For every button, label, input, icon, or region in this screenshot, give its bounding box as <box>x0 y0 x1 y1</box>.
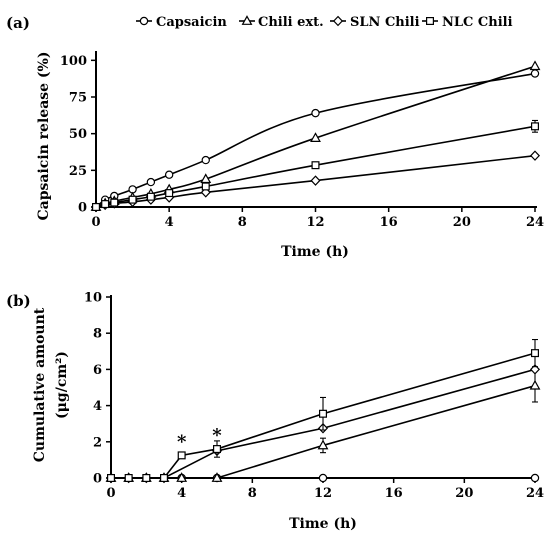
x-tick-label: 0 <box>106 486 115 501</box>
x-tick-label: 0 <box>91 215 100 230</box>
data-point <box>319 409 328 418</box>
x-tick-label: 8 <box>238 215 247 230</box>
legend-marker <box>332 15 344 27</box>
legend-marker <box>426 17 435 26</box>
data-point <box>146 177 156 187</box>
series-line <box>95 125 536 208</box>
x-axis-label: Time (h) <box>281 244 349 260</box>
x-tick-label: 20 <box>455 486 473 501</box>
data-point <box>165 189 174 198</box>
significance-marker: * <box>177 431 187 452</box>
data-point <box>317 439 329 450</box>
legend-label: SLN Chili <box>350 15 420 30</box>
legend: Capsaicin Chili ext. SLN Chili NLC Chili <box>136 15 513 30</box>
data-point <box>213 445 222 454</box>
data-point <box>142 474 151 483</box>
panel-label: (a) <box>6 14 30 32</box>
data-point <box>128 195 137 204</box>
data-point <box>160 474 169 483</box>
y-tick-label: 0 <box>78 201 87 216</box>
legend-marker <box>139 16 149 26</box>
x-tick-label: 12 <box>314 486 332 501</box>
x-tick-label: 24 <box>526 486 544 501</box>
x-tick-label: 4 <box>165 215 174 230</box>
y-tick-label: 8 <box>93 327 102 342</box>
series-line <box>95 72 536 208</box>
data-point <box>530 122 539 131</box>
data-point <box>200 187 211 198</box>
data-point <box>101 200 110 209</box>
legend-label: Capsaicin <box>156 15 227 30</box>
data-point <box>110 198 119 207</box>
y-tick-label: 50 <box>69 127 87 142</box>
data-point <box>201 155 210 165</box>
data-point <box>310 175 321 186</box>
y-axis-label: Cumulative amount <box>32 307 48 462</box>
significance-marker: * <box>212 425 222 446</box>
series-nlc-chili <box>106 338 539 483</box>
data-point <box>310 132 321 142</box>
y-tick-label: 100 <box>60 54 87 69</box>
data-point <box>529 379 541 390</box>
y-tick-label: 25 <box>69 164 87 179</box>
data-point <box>211 472 223 482</box>
x-tick-label: 20 <box>453 215 471 230</box>
y-axis-unit: (μg/cm²) <box>54 351 70 419</box>
data-point <box>311 108 320 118</box>
y-tick-label: 4 <box>93 399 102 414</box>
y-tick-label: 2 <box>93 435 102 450</box>
series-nlc-chili <box>91 119 539 212</box>
data-point <box>529 60 541 71</box>
y-tick-label: 6 <box>93 363 102 378</box>
x-tick-label: 4 <box>177 486 186 501</box>
x-axis-label: Time (h) <box>289 516 357 532</box>
data-point <box>529 150 541 161</box>
data-point <box>91 203 100 212</box>
legend-label: NLC Chili <box>442 15 513 30</box>
series-line <box>95 65 536 208</box>
data-point <box>200 173 212 184</box>
y-tick-label: 10 <box>84 291 102 306</box>
data-point <box>177 451 186 460</box>
data-point <box>106 474 115 483</box>
data-point <box>318 473 328 483</box>
series-sln-chili <box>90 150 541 213</box>
x-tick-label: 16 <box>385 486 403 501</box>
y-tick-label: 0 <box>93 472 102 487</box>
x-tick-label: 12 <box>306 215 324 230</box>
x-tick-label: 8 <box>248 486 257 501</box>
legend-label: Chili ext. <box>258 15 324 30</box>
legend-item-sln-chili: SLN Chili <box>330 15 420 30</box>
legend-item-nlc-chili: NLC Chili <box>422 15 513 30</box>
data-point <box>530 69 540 78</box>
y-axis-label: Capsaicin release (%) <box>36 52 52 221</box>
data-point <box>311 161 320 170</box>
legend-marker <box>241 15 253 25</box>
data-point <box>176 472 188 482</box>
panel-label: (b) <box>6 292 31 310</box>
legend-item-capsaicin: Capsaicin <box>136 15 227 30</box>
data-point <box>124 474 133 483</box>
data-point <box>530 349 539 358</box>
x-tick-label: 16 <box>380 215 398 230</box>
panel-a: (a) Capsaicin Chili ext. SLN Chili NLC Chil… <box>6 14 544 260</box>
y-tick-label: 75 <box>69 91 87 106</box>
data-point <box>146 192 155 201</box>
data-point <box>530 473 540 483</box>
legend-item-chili-ext: Chili ext. <box>239 15 324 30</box>
data-point <box>164 170 174 179</box>
data-point <box>201 182 210 191</box>
x-tick-label: 24 <box>526 215 544 230</box>
